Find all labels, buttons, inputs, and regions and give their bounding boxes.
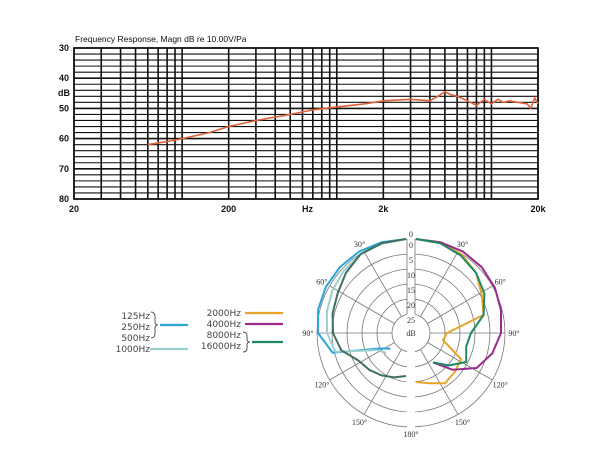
fr-y-tick: 30	[59, 43, 69, 53]
polar-curve	[415, 238, 502, 371]
polar-angle-tick-right: 90°	[508, 329, 519, 338]
legend-brace-right	[242, 331, 251, 353]
legend-4000hz: 4000Hz	[207, 320, 242, 330]
polar-spoke	[363, 251, 402, 317]
legend-250hz: 250Hz	[121, 323, 150, 333]
fr-y-axis-label: dB	[58, 88, 70, 98]
fr-y-tick: 70	[59, 164, 69, 174]
legend-1000hz: 1000Hz	[116, 345, 151, 355]
polar-curve	[415, 238, 486, 367]
fr-plot-frame	[73, 47, 539, 200]
fr-title: Frequency Response, Magn dB re 10.00V/Pa	[75, 34, 247, 44]
polar-angle-tick-right: 150°	[455, 418, 470, 427]
polar-curves	[317, 238, 502, 385]
fr-y-tick: 50	[59, 103, 69, 113]
polar-angle-tick-right: 30°	[457, 240, 468, 249]
fr-series-line	[147, 90, 539, 146]
fr-x-tick: 2k	[378, 204, 389, 214]
legend-500hz: 500Hz	[121, 334, 150, 344]
fr-x-tick: 20	[69, 204, 79, 214]
polar-legend: 125Hz 250Hz 500Hz 1000Hz 2000Hz 4000Hz 8…	[116, 309, 283, 355]
polar-radial-tick: 0	[409, 241, 413, 250]
polar-radial-label: dB	[406, 329, 415, 338]
fr-y-tick: 60	[59, 134, 69, 144]
polar-angle-top: 0	[409, 230, 413, 239]
fr-x-tick: 200	[221, 204, 236, 214]
polar-angle-bottom: 180°	[403, 430, 418, 439]
frequency-response-chart: Frequency Response, Magn dB re 10.00V/Pa…	[58, 34, 546, 214]
polar-radial-tick: 15	[407, 286, 415, 295]
polar-curve	[331, 238, 407, 379]
legend-brace-left	[150, 311, 159, 339]
polar-radial-tick: 10	[407, 271, 415, 280]
polar-labels: 0 5 10 15 20 25 0 180° dB 30° 30° 60° 60° 90° 90° 120° 1…	[302, 230, 519, 439]
polar-angle-tick-left: 90°	[302, 329, 313, 338]
fr-x-tick: 20k	[530, 204, 546, 214]
polar-radial-tick: 25	[407, 316, 415, 325]
polar-spoke	[363, 349, 402, 415]
polar-angle-tick-left: 150°	[352, 418, 367, 427]
polar-radial-tick: 20	[407, 301, 415, 310]
polar-curve	[415, 238, 485, 385]
legend-8000hz: 8000Hz	[207, 331, 242, 341]
polar-spoke	[420, 251, 459, 317]
polar-bottom-gap	[407, 352, 415, 431]
polar-angle-tick-left: 30°	[354, 240, 365, 249]
polar-scale-gap	[407, 233, 415, 352]
fr-y-tick: 40	[59, 73, 69, 83]
fr-grid	[73, 47, 539, 200]
fr-y-ticks: 30 40 50 60 70 80	[59, 43, 69, 204]
legend-2000hz: 2000Hz	[207, 309, 242, 319]
polar-angle-tick-left: 120°	[314, 381, 329, 390]
polar-radial-tick: 5	[409, 256, 413, 265]
polar-angle-tick-right: 120°	[493, 381, 508, 390]
polar-angle-tick-right: 60°	[495, 278, 506, 287]
polar-spoke	[329, 285, 395, 324]
polar-spoke	[420, 349, 459, 415]
fr-x-ticks: 20 200 2k 20k	[69, 204, 547, 214]
polar-pattern-chart: 0 5 10 15 20 25 0 180° dB 30° 30° 60° 60° 90° 90° 120° 1…	[302, 230, 519, 439]
fr-y-tick: 80	[59, 194, 69, 204]
fr-x-axis-label: Hz	[302, 204, 313, 214]
legend-16000hz: 16000Hz	[201, 342, 241, 352]
legend-125hz: 125Hz	[121, 312, 150, 322]
polar-angle-tick-left: 60°	[316, 278, 327, 287]
